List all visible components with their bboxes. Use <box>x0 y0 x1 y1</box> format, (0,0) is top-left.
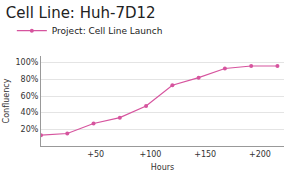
svg-text:+200: +200 <box>249 150 271 159</box>
svg-text:Cell Line: Huh-7D12: Cell Line: Huh-7D12 <box>6 4 156 22</box>
svg-text:20%: 20% <box>21 125 39 134</box>
svg-text:100%: 100% <box>16 58 39 67</box>
svg-text:Project: Cell Line Launch: Project: Cell Line Launch <box>52 26 163 36</box>
svg-text:+100: +100 <box>139 150 161 159</box>
svg-text:Hours: Hours <box>151 163 174 172</box>
svg-text:+50: +50 <box>87 150 104 159</box>
svg-text:Confluency: Confluency <box>2 78 11 123</box>
svg-text:+150: +150 <box>194 150 216 159</box>
svg-text:80%: 80% <box>21 75 39 84</box>
svg-text:40%: 40% <box>21 108 39 117</box>
svg-text:60%: 60% <box>21 92 39 101</box>
